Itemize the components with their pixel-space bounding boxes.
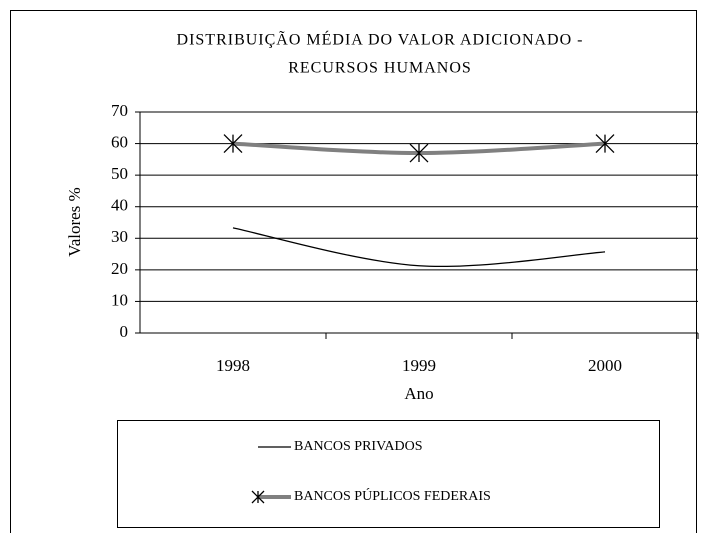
marker [409,143,429,163]
y-tick-label: 50 [111,164,128,183]
marker [595,134,615,154]
legend-label: BANCOS PRIVADOS [294,439,423,454]
y-tick-label: 70 [111,101,128,120]
series-line [232,227,606,268]
legend-marker [251,490,265,504]
marker [223,134,243,154]
y-tick-label: 0 [120,322,129,341]
x-tick-label: 1999 [402,356,436,375]
y-tick-label: 60 [111,132,128,151]
y-tick-label: 40 [111,196,128,215]
legend-label: BANCOS PÚPLICOS FEDERAIS [294,487,491,504]
y-axis-label: Valores % [65,187,84,256]
x-tick-label: 2000 [588,356,622,375]
legend-box [117,420,660,528]
x-axis-label: Ano [404,384,433,403]
y-tick-label: 30 [111,227,128,246]
chart-title: DISTRIBUIÇÃO MÉDIA DO VALOR ADICIONADO - [177,30,584,49]
y-tick-label: 10 [111,290,128,309]
y-tick-label: 20 [111,259,128,278]
chart-title: RECURSOS HUMANOS [288,60,472,77]
x-tick-label: 1998 [216,356,250,375]
